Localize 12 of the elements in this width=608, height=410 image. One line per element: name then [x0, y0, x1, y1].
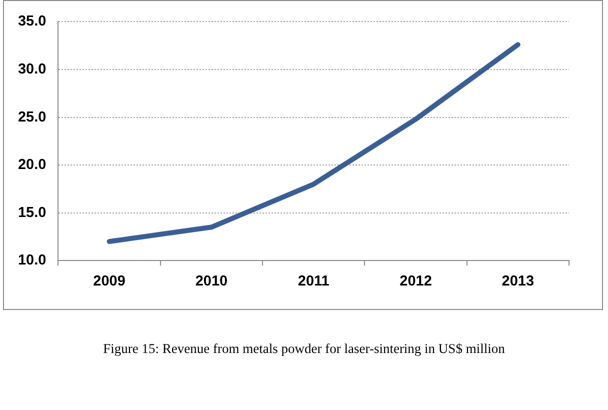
y-tick-label: 35.0 — [18, 14, 46, 30]
y-tick-label: 15.0 — [18, 204, 46, 221]
caption: Figure 15: Revenue from metals powder for laser-sintering in US$ million — [103, 340, 505, 358]
x-tick-label: 2012 — [400, 273, 432, 290]
x-tick-label: 2009 — [93, 273, 126, 290]
y-tick-label: 10.0 — [18, 252, 46, 269]
x-tick-label: 2013 — [502, 273, 534, 290]
y-tick-label: 20.0 — [18, 157, 46, 174]
x-tick-label: 2011 — [298, 273, 330, 290]
y-tick-label: 25.0 — [18, 109, 46, 126]
x-tick-label: 2010 — [195, 273, 228, 290]
y-tick-label: 30.0 — [18, 61, 46, 78]
